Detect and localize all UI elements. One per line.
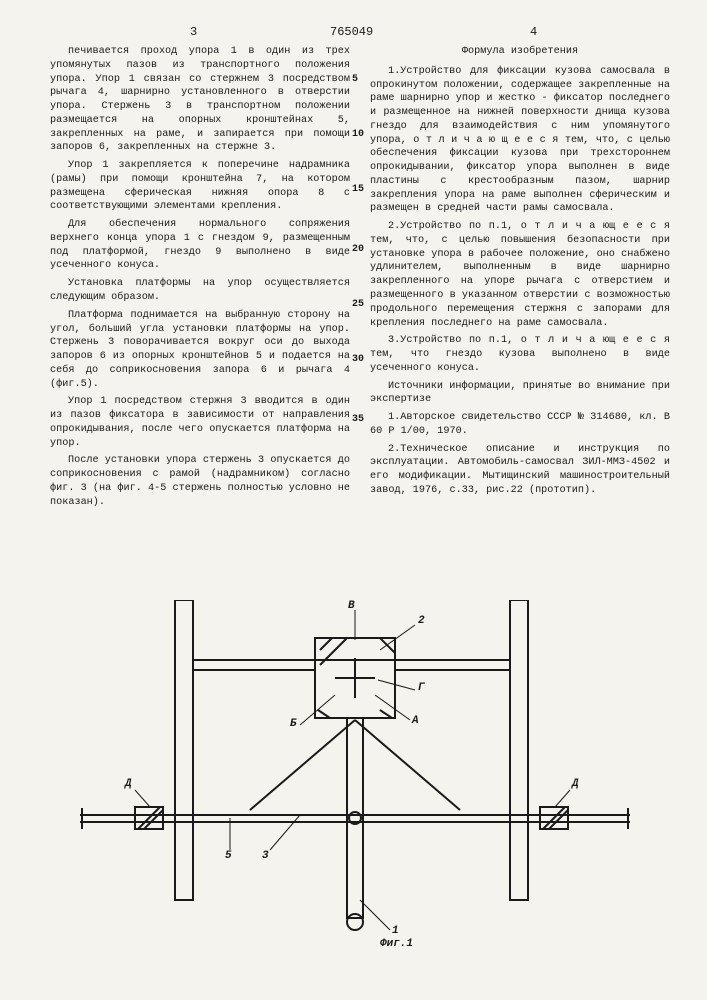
claims-heading: Формула изобретения bbox=[370, 45, 670, 59]
fig-label-5: 5 bbox=[225, 850, 232, 862]
para: После установки упора стержень 3 опускае… bbox=[50, 454, 350, 509]
para: Упор 1 посредством стержня 3 вво­дится в… bbox=[50, 395, 350, 450]
document-number: 765049 bbox=[330, 25, 373, 39]
sources-heading: Источники информации, принятые во вниман… bbox=[370, 380, 670, 408]
left-column: печивается проход упора 1 в один из трех… bbox=[50, 45, 350, 514]
para: Упор 1 закрепляется к поперечине надрамн… bbox=[50, 159, 350, 214]
para: 3.Устройство по п.1, о т л и ч а ю­щ е е… bbox=[370, 334, 670, 375]
figure-caption: Фиг.1 bbox=[380, 938, 413, 950]
fig-label-A: А bbox=[412, 715, 419, 727]
para: Установка платформы на упор осу­ществляе… bbox=[50, 277, 350, 305]
fig-label-D2: Д bbox=[572, 778, 579, 790]
right-page-number: 4 bbox=[530, 25, 537, 39]
fig-label-2: 2 bbox=[418, 615, 425, 627]
fig-label-D1: Д bbox=[125, 778, 132, 790]
para: 2.Устройство по п.1, о т л и ч а ю­щ е е… bbox=[370, 220, 670, 330]
fig-label-B: В bbox=[348, 600, 355, 612]
para: Для обеспечения нормального сопря­жения … bbox=[50, 218, 350, 273]
para: печивается проход упора 1 в один из трех… bbox=[50, 45, 350, 155]
para: 1.Устройство для фиксации кузова самосва… bbox=[370, 65, 670, 216]
fig-label-3: 3 bbox=[262, 850, 269, 862]
fig-label-Bl: Б bbox=[290, 718, 297, 730]
para: 1.Авторское свидетельство СССР № 314680,… bbox=[370, 411, 670, 439]
figure-1: В 2 А Г Б Д Д 1 3 5 Фиг.1 bbox=[80, 600, 630, 960]
fig-label-1: 1 bbox=[392, 925, 399, 937]
para: Платформа поднимается на выбранную сторо… bbox=[50, 309, 350, 392]
right-column: Формула изобретения 1.Устройство для фик… bbox=[370, 45, 670, 514]
left-page-number: 3 bbox=[190, 25, 197, 39]
para: 2.Техническое описание и инструк­ция по … bbox=[370, 443, 670, 498]
fig-label-G: Г bbox=[418, 682, 425, 694]
